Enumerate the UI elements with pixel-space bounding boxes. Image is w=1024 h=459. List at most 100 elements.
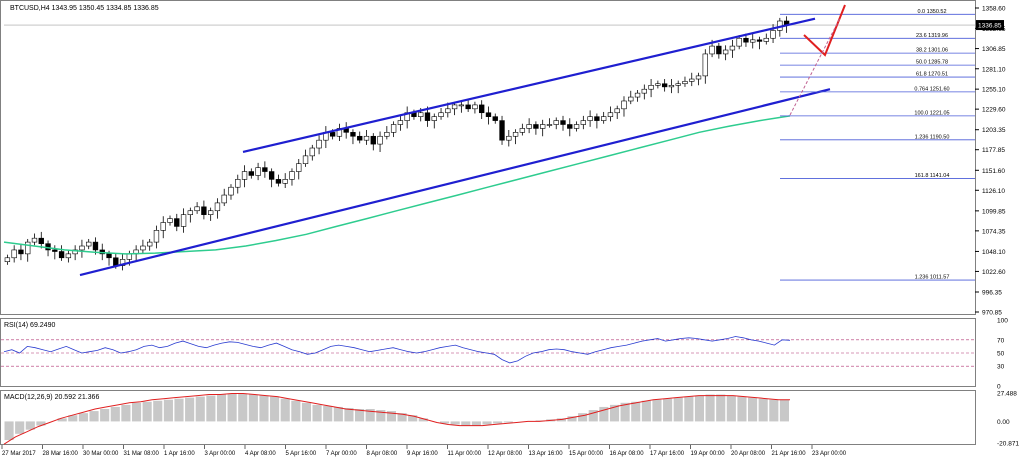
axis-layer: 1358.601332.651306.851281.101255.101229.…: [1, 6, 1019, 457]
candle-body: [756, 39, 763, 42]
candle-body: [438, 112, 444, 117]
fib-level-label: 38.2 1301.06: [916, 48, 948, 54]
x-tick-label: 11 Apr 00:00: [448, 451, 482, 457]
candle-body: [743, 37, 749, 43]
macd-histogram-bar: [408, 415, 418, 422]
current-price-label: 1336.85: [978, 23, 1002, 30]
macd-histogram-bar: [663, 398, 673, 422]
candle-body: [546, 124, 553, 126]
candle-body: [560, 120, 566, 125]
fib-level-label: 161.8 1141.04: [915, 173, 950, 179]
candle-body: [472, 104, 478, 110]
candle-body: [614, 108, 620, 114]
macd-histogram-bar: [620, 402, 630, 422]
macd-histogram-bar: [365, 409, 375, 422]
macd-histogram-bar: [270, 396, 280, 422]
candle-body: [451, 104, 458, 110]
macd-histogram-bar: [216, 394, 227, 422]
macd-histogram-bar: [280, 398, 290, 422]
price-y-tick-label: 1306.85: [982, 46, 1006, 53]
macd-histogram-bar: [131, 402, 142, 422]
macd-histogram-bar: [78, 413, 88, 422]
candle-body: [519, 128, 526, 133]
candle-body: [770, 30, 776, 39]
macd-histogram-bar: [588, 410, 598, 422]
candle-body: [153, 230, 160, 243]
candle-body: [18, 249, 24, 255]
macd-panel-frame: [0, 390, 976, 445]
candle-body: [668, 85, 675, 88]
candle-body: [465, 104, 471, 110]
candle-body: [255, 167, 261, 176]
price-y-tick-label: 1099.85: [982, 208, 1006, 215]
candle-body: [25, 241, 31, 255]
price-y-tick-label: 1126.10: [982, 188, 1005, 195]
candle-body: [194, 206, 200, 212]
macd-histogram-bar: [238, 393, 248, 422]
candle-body: [424, 112, 431, 121]
candle-body: [431, 116, 437, 121]
x-tick-label: 3 Apr 00:00: [205, 451, 236, 457]
macd-histogram-bar: [631, 401, 641, 422]
candle-body: [648, 85, 654, 90]
candle-body: [52, 249, 58, 252]
macd-histogram-bar: [57, 418, 67, 422]
candle-body: [370, 135, 376, 145]
candle-body: [350, 132, 356, 137]
current-price-box: [976, 20, 1004, 31]
candle-body: [106, 253, 112, 259]
macd-layer: [3, 393, 790, 445]
macd-histogram-bar: [386, 411, 396, 422]
price-y-tick-label: 1177.85: [982, 147, 1005, 154]
candle-body: [716, 45, 722, 55]
candle-body: [397, 120, 404, 125]
candle-body: [573, 124, 580, 129]
macd-histogram-bar: [684, 396, 694, 422]
candle-body: [641, 88, 647, 94]
rsi-y-tick-label: 50: [997, 351, 1005, 358]
price-panel-frame: [0, 0, 976, 315]
price-y-tick-label: 996.35: [982, 290, 1002, 297]
price-y-tick-label: 1229.60: [982, 107, 1006, 114]
macd-histogram-bar: [716, 394, 726, 422]
price-y-tick-label: 1255.10: [982, 87, 1006, 94]
x-tick-label: 8 Apr 08:00: [367, 451, 398, 457]
macd-histogram-bar: [748, 397, 758, 422]
candle-body: [86, 241, 92, 247]
price-y-tick-label: 1281.10: [982, 66, 1006, 73]
macd-signal-line: [3, 393, 790, 445]
macd-histogram-bar: [323, 405, 333, 422]
macd-histogram-bar: [100, 409, 110, 422]
candle-body: [390, 124, 397, 133]
candle-body: [65, 253, 72, 259]
candle-body: [587, 116, 593, 121]
candle-body: [92, 241, 99, 251]
x-tick-label: 19 Apr 00:00: [691, 451, 726, 457]
candle-body: [11, 249, 17, 259]
macd-histogram-bar: [301, 402, 312, 422]
candle-body: [113, 257, 119, 266]
candle-body: [722, 49, 729, 55]
candle-body: [357, 135, 363, 141]
fib-level-label: 1.236 1190.50: [915, 134, 950, 140]
fib-level-label: 61.8 1270.51: [916, 72, 948, 78]
candle-body: [207, 210, 214, 215]
price-layer: 0.0 1350.52 23.6 1319.96 38.2 1301.06 50.0 …: [3, 4, 975, 281]
x-tick-label: 27 Mar 2017: [2, 451, 36, 457]
macd-histogram-bar: [36, 421, 46, 426]
price-y-tick-label: 1074.35: [982, 228, 1006, 235]
candle-body: [628, 96, 634, 102]
candle-body: [485, 112, 492, 117]
macd-histogram-bar: [185, 397, 195, 422]
candle-body: [607, 112, 614, 117]
macd-histogram-bar: [195, 396, 205, 422]
fib-level-label: 1.236 1011.57: [915, 275, 950, 281]
candle-body: [689, 78, 695, 82]
price-y-tick-label: 1358.60: [982, 6, 1006, 13]
fib-level-label: 23.6 1319.96: [916, 33, 948, 39]
macd-histogram-bar: [503, 421, 513, 423]
x-tick-label: 28 Mar 16:00: [43, 451, 79, 457]
rsi-layer: [1, 336, 975, 367]
candle-body: [600, 116, 607, 121]
macd-histogram-bar: [15, 421, 25, 434]
